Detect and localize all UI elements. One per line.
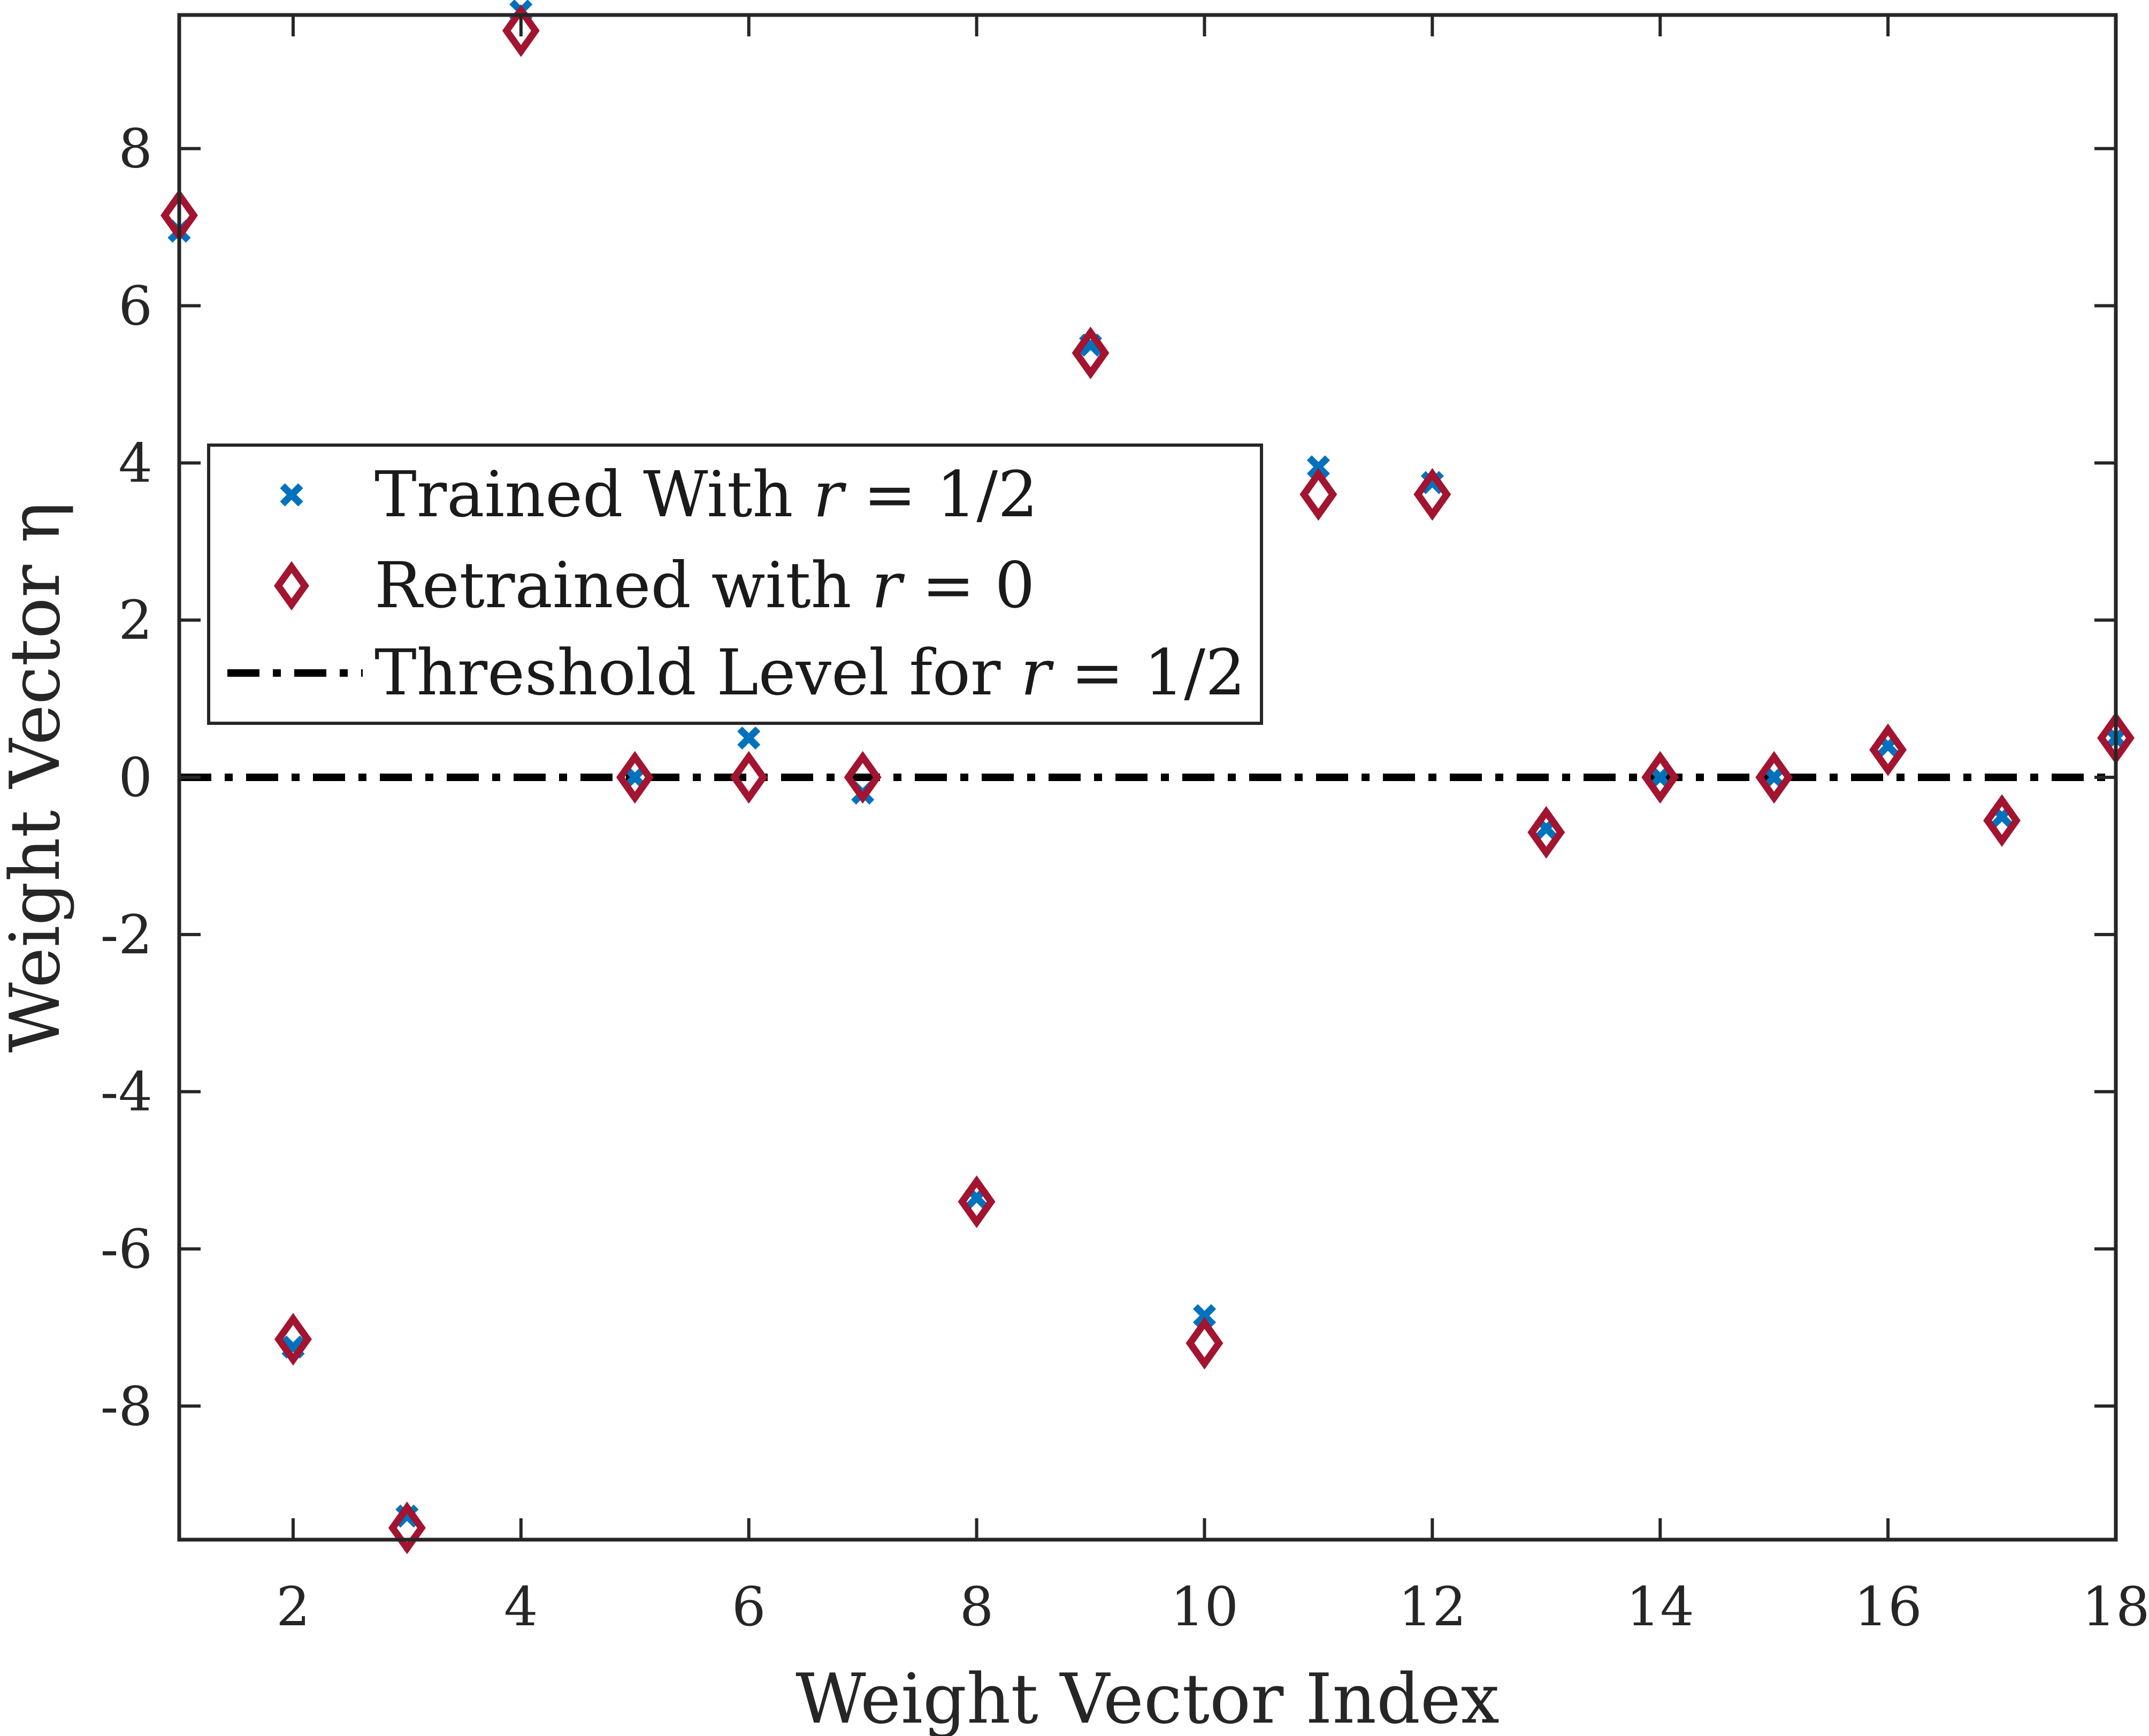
retrained-point-17: [1983, 794, 2021, 847]
retrained-point-14: [1641, 751, 1679, 804]
retrained-point-2: [274, 1313, 312, 1366]
x-tick-label-18: 18: [2082, 1576, 2149, 1638]
trained-point-stroke-b: [1306, 455, 1330, 479]
axis-ticks: 2 4 6 8 10 12 14 16 18 8 6 4 2 0 -2 -4 -6 -8: [101, 15, 2149, 1638]
legend-label-retrained: Retrained with r = 0: [374, 548, 1035, 622]
y-tick-label-4: 4: [118, 432, 152, 494]
legend-entry-trained: Trained With r = 1/2: [280, 457, 1038, 531]
retrained-point-9: [1072, 326, 1110, 379]
x-axis-title: Weight Vector Index: [796, 1659, 1500, 1736]
retrained-point-6: [730, 751, 768, 804]
trained-point-stroke-b: [1420, 471, 1444, 494]
y-tick-label-0: 0: [118, 746, 152, 809]
retrained-point-16: [1869, 723, 1907, 776]
y-tick-label--2: -2: [101, 904, 152, 966]
y-tick-label--8: -8: [101, 1375, 152, 1437]
legend-entry-threshold: Threshold Level for r = 1/2: [227, 636, 1245, 709]
x-tick-label-8: 8: [960, 1576, 994, 1638]
legend-entry-retrained: Retrained with r = 0: [274, 548, 1035, 622]
x-tick-label-2: 2: [276, 1576, 310, 1638]
retrained-point-7: [844, 751, 882, 804]
y-tick-label--4: -4: [101, 1061, 152, 1123]
x-tick-label-16: 16: [1854, 1576, 1922, 1638]
trained-point-3: [395, 1504, 419, 1528]
retrained-point-12: [1413, 468, 1451, 521]
plot-area: [160, 0, 2135, 1555]
axes-frame: [177, 13, 2118, 1542]
axes-box: [177, 13, 2118, 1542]
legend: Trained With r = 1/2 Retrained with r = …: [207, 443, 1263, 725]
x-tick-label-6: 6: [732, 1576, 766, 1638]
trained-point-6: [737, 726, 761, 750]
legend-box: [207, 443, 1263, 725]
x-tick-label-12: 12: [1398, 1576, 1466, 1638]
retrained-point-10: [1186, 1317, 1223, 1370]
retrained-point-15: [1755, 751, 1793, 804]
legend-label-trained: Trained With r = 1/2: [374, 457, 1038, 531]
retrained-point-4: [502, 4, 540, 57]
trained-point-12: [1420, 471, 1444, 494]
retrained-point-3: [388, 1501, 426, 1555]
legend-label-threshold: Threshold Level for r = 1/2: [374, 636, 1245, 709]
x-tick-label-4: 4: [504, 1576, 538, 1638]
y-tick-label-6: 6: [118, 275, 152, 338]
retrained-point-11: [1299, 468, 1337, 521]
retrained-point-5: [616, 751, 654, 804]
y-tick-label--6: -6: [101, 1218, 152, 1280]
retrained-point-8: [958, 1175, 996, 1228]
trained-point-10: [1192, 1304, 1217, 1327]
trained-point-11: [1306, 455, 1330, 479]
trained-point-stroke-b: [1192, 1304, 1217, 1327]
legend-marker-x: [280, 483, 303, 507]
legend-marker-diamond: [274, 561, 309, 611]
y-tick-label-8: 8: [118, 118, 152, 180]
x-tick-label-10: 10: [1171, 1576, 1238, 1638]
trained-point-stroke-b: [395, 1504, 419, 1528]
y-axis-title: Weight Vector η: [0, 502, 75, 1053]
x-tick-label-14: 14: [1626, 1576, 1694, 1638]
y-tick-label-2: 2: [118, 589, 152, 652]
trained-point-stroke-b: [737, 726, 761, 750]
retrained-point-13: [1527, 806, 1565, 859]
